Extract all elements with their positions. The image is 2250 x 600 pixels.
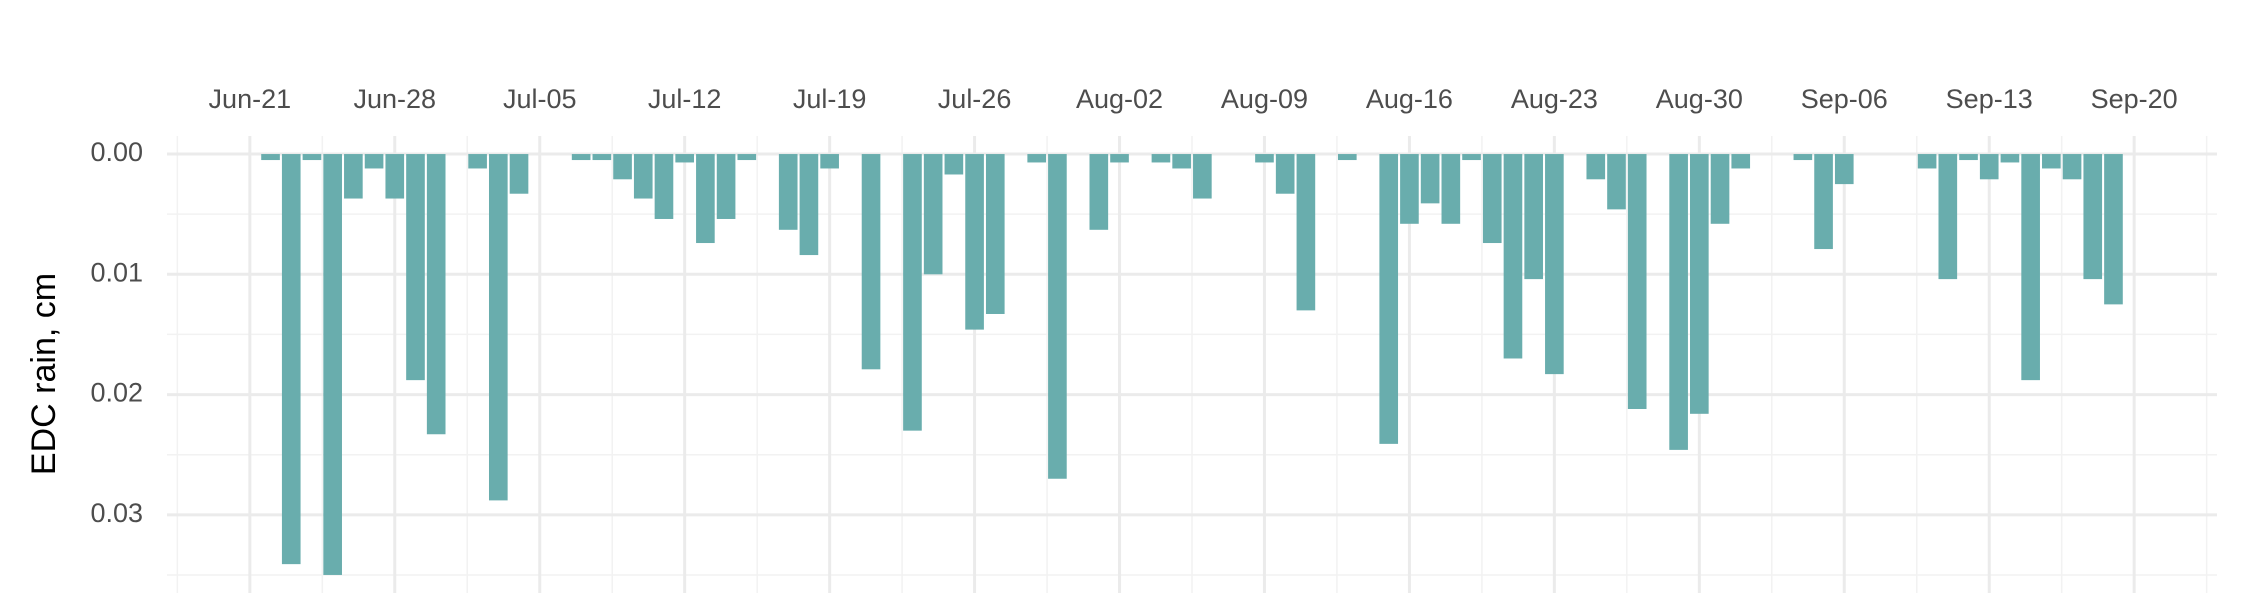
bar	[861, 154, 881, 370]
x-tick-label: Jul-19	[793, 84, 867, 114]
bar	[2104, 154, 2123, 305]
bar	[944, 154, 964, 175]
bar	[385, 154, 405, 199]
x-tick-label: Sep-06	[1801, 84, 1888, 114]
bar	[654, 154, 674, 219]
bar	[1586, 154, 1606, 180]
y-axis-title: EDC rain, cm	[25, 273, 63, 475]
y-tick-label: 0.01	[90, 257, 143, 287]
bar	[1503, 154, 1523, 359]
bar	[716, 154, 736, 219]
x-tick-label: Aug-30	[1656, 84, 1743, 114]
bar	[696, 154, 715, 244]
x-tick-label: Aug-23	[1511, 84, 1598, 114]
bar	[1627, 154, 1647, 409]
bar	[1959, 154, 1978, 161]
bar	[1048, 154, 1067, 479]
bar	[1690, 154, 1709, 414]
bar	[903, 154, 922, 431]
bar	[1462, 154, 1481, 161]
x-tick-label: Jul-12	[648, 84, 722, 114]
bar	[1110, 154, 1129, 163]
bar	[344, 154, 363, 199]
bar	[2062, 154, 2082, 180]
bar	[406, 154, 425, 381]
x-tick-label: Jun-21	[209, 84, 292, 114]
bar	[1545, 154, 1564, 375]
bar	[1193, 154, 1212, 199]
y-tick-label: 0.03	[90, 498, 143, 528]
bar	[1255, 154, 1274, 163]
x-tick-label: Aug-02	[1076, 84, 1163, 114]
y-tick-label: 0.00	[90, 137, 143, 167]
bar	[1400, 154, 1419, 224]
x-tick-label: Aug-09	[1221, 84, 1308, 114]
bar	[1793, 154, 1813, 161]
bar	[1172, 154, 1191, 169]
bar	[633, 154, 653, 199]
bar	[1524, 154, 1543, 280]
bar	[1834, 154, 1854, 185]
bar	[1151, 154, 1171, 163]
bar	[985, 154, 1005, 314]
bar	[1441, 154, 1461, 224]
bar	[1027, 154, 1047, 163]
bar	[488, 154, 508, 501]
bar	[281, 154, 301, 565]
bar	[1337, 154, 1357, 161]
x-tick-label: Sep-13	[1946, 84, 2033, 114]
x-tick-label: Jun-28	[353, 84, 436, 114]
bar	[426, 154, 446, 435]
bar	[2042, 154, 2061, 169]
bar	[509, 154, 529, 194]
bar	[1938, 154, 1958, 280]
bar	[778, 154, 798, 230]
bar	[2021, 154, 2040, 381]
bar	[965, 154, 984, 330]
bar	[1731, 154, 1751, 169]
bar	[261, 154, 280, 161]
bar	[1607, 154, 1626, 210]
bar	[302, 154, 322, 161]
bar	[1296, 154, 1316, 311]
bar	[1379, 154, 1399, 444]
bar	[1275, 154, 1295, 194]
bar	[1979, 154, 1999, 180]
bar	[1669, 154, 1688, 450]
bar	[323, 154, 342, 575]
bar	[2083, 154, 2103, 280]
bar	[1089, 154, 1109, 230]
bar	[737, 154, 757, 161]
x-tick-label: Jul-26	[938, 84, 1012, 114]
bar	[364, 154, 384, 169]
bar	[1814, 154, 1833, 250]
bar	[799, 154, 819, 256]
x-tick-label: Jul-05	[503, 84, 577, 114]
bar	[820, 154, 839, 169]
bar	[468, 154, 487, 169]
bar	[1917, 154, 1937, 169]
bar	[1482, 154, 1502, 244]
bar	[592, 154, 612, 161]
bar	[1420, 154, 1440, 204]
bar	[613, 154, 632, 180]
y-tick-label: 0.02	[90, 378, 143, 408]
bar	[923, 154, 943, 275]
bar	[571, 154, 591, 161]
bar	[675, 154, 694, 163]
x-tick-label: Aug-16	[1366, 84, 1453, 114]
x-tick-label: Sep-20	[2091, 84, 2178, 114]
bar	[1710, 154, 1730, 224]
bar	[2000, 154, 2020, 163]
